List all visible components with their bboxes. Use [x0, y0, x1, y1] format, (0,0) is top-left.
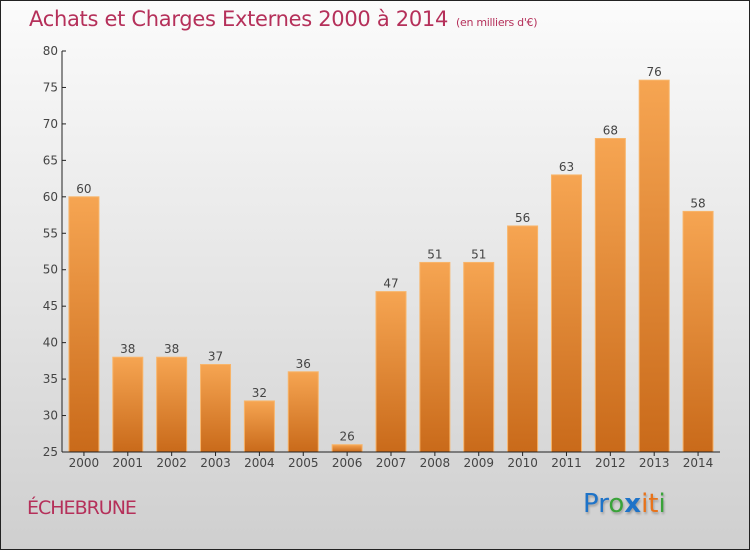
value-label-2005: 36	[296, 357, 311, 371]
axes-group: 2000 2001 2002 2003 2004 2005 2006 2007 2008 2009…	[43, 44, 720, 470]
logo-letter: i	[658, 489, 666, 519]
x-tick-label-2003: 2003	[200, 456, 231, 470]
x-tick-label-2000: 2000	[69, 456, 100, 470]
bar-2001	[112, 356, 144, 453]
value-label-2006: 26	[339, 430, 354, 444]
x-tick-label-2009: 2009	[463, 456, 494, 470]
value-label-2014: 58	[690, 196, 705, 210]
bar-2014	[682, 210, 714, 453]
x-tick-label-2012: 2012	[595, 456, 626, 470]
x-tick-label-2001: 2001	[113, 456, 144, 470]
bar-2009	[463, 261, 495, 453]
x-tick-label-2006: 2006	[332, 456, 363, 470]
bar-2000	[68, 196, 100, 453]
logo-letter: o	[608, 489, 625, 519]
y-tick-label-60: 60	[43, 190, 58, 204]
y-tick-label-35: 35	[43, 372, 58, 386]
bar-2013	[638, 79, 670, 453]
bars-group: 60 38 38 37 32 36 26 47 51 51 56 63 68 76 58	[68, 65, 714, 453]
x-tick-label-2004: 2004	[244, 456, 275, 470]
y-tick-label-25: 25	[43, 445, 58, 459]
logo-letter: t	[648, 489, 659, 519]
commune-name: ÉCHEBRUNE	[27, 497, 137, 519]
y-tick-label-55: 55	[43, 226, 58, 240]
bar-2008	[419, 261, 451, 453]
logo-letter: i	[641, 489, 649, 519]
bar-2011	[550, 174, 582, 453]
bar-2003	[200, 364, 232, 453]
x-tick-label-2011: 2011	[551, 456, 582, 470]
bar-2007	[375, 291, 407, 453]
proxiti-logo[interactable]: Proxiti	[583, 489, 666, 519]
y-tick-label-75: 75	[43, 80, 58, 94]
y-tick-label-40: 40	[43, 336, 58, 350]
x-tick-label-2007: 2007	[376, 456, 407, 470]
logo-letter: x	[624, 489, 642, 519]
bar-2010	[507, 225, 539, 453]
value-label-2000: 60	[76, 182, 91, 196]
title-text: Achats et Charges Externes 2000 à 2014	[29, 7, 449, 31]
y-tick-label-80: 80	[43, 44, 58, 58]
value-label-2010: 56	[515, 211, 530, 225]
y-tick-label-70: 70	[43, 117, 58, 131]
value-label-2003: 37	[208, 350, 223, 364]
value-label-2013: 76	[647, 65, 662, 79]
logo-letter: r	[598, 489, 609, 519]
y-tick-label-50: 50	[43, 263, 58, 277]
x-tick-label-2005: 2005	[288, 456, 319, 470]
bar-2012	[594, 137, 626, 453]
bar-2002	[156, 356, 188, 453]
value-label-2007: 47	[383, 277, 398, 291]
x-tick-label-2014: 2014	[683, 456, 714, 470]
x-tick-label-2010: 2010	[507, 456, 538, 470]
y-tick-label-65: 65	[43, 153, 58, 167]
x-tick-label-2008: 2008	[420, 456, 451, 470]
y-tick-label-45: 45	[43, 299, 58, 313]
value-label-2004: 32	[252, 386, 267, 400]
value-label-2012: 68	[603, 123, 618, 137]
logo-letter: P	[583, 489, 599, 519]
bar-2006	[331, 444, 363, 453]
value-label-2001: 38	[120, 342, 135, 356]
bar-2005	[287, 371, 319, 453]
value-label-2011: 63	[559, 160, 574, 174]
title-unit: (en milliers d'€)	[456, 16, 538, 29]
bar-2004	[243, 400, 275, 453]
chart-title: Achats et Charges Externes 2000 à 2014 (e…	[29, 7, 538, 31]
x-tick-label-2013: 2013	[639, 456, 670, 470]
value-label-2009: 51	[471, 247, 486, 261]
value-label-2008: 51	[427, 247, 442, 261]
value-label-2002: 38	[164, 342, 179, 356]
x-tick-label-2002: 2002	[156, 456, 187, 470]
y-tick-label-30: 30	[43, 409, 58, 423]
